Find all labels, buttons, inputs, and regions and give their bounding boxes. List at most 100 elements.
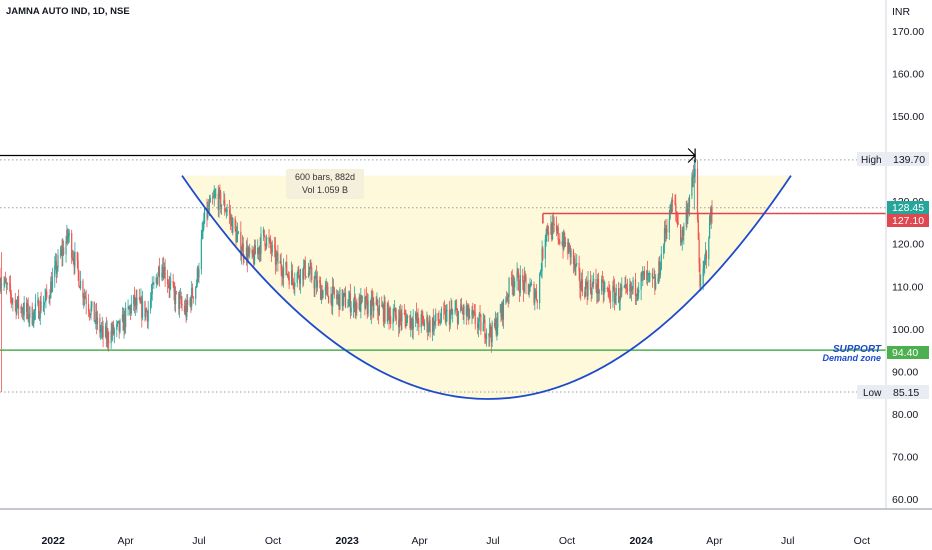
candle-body: [682, 229, 684, 236]
candle-body: [490, 334, 492, 343]
candle-body: [307, 273, 310, 277]
low-price-tag: Low 85.15: [857, 385, 929, 399]
candle-body: [626, 284, 628, 288]
candle-body: [631, 286, 633, 290]
candle-body: [50, 281, 53, 293]
candle-body: [5, 282, 8, 285]
candle-body: [299, 269, 302, 284]
candle-body: [113, 329, 115, 334]
candle-body: [625, 284, 627, 286]
x-tick-label: 2022: [41, 535, 65, 547]
candle-body: [46, 291, 48, 298]
candle-body: [166, 279, 169, 285]
candle-body: [275, 256, 277, 265]
candle-body: [302, 269, 304, 280]
candle-body: [62, 247, 64, 257]
candle-body: [517, 271, 519, 274]
candle-body: [123, 314, 125, 331]
candle-body: [231, 217, 233, 233]
candle-body: [112, 324, 114, 335]
candle-body: [677, 222, 679, 225]
candle-body: [249, 248, 251, 254]
candle-body: [381, 305, 383, 307]
candle-body: [533, 284, 535, 303]
candle-body: [512, 283, 514, 287]
candle-body: [692, 175, 694, 178]
candle-body: [429, 320, 431, 333]
candle-body: [573, 258, 575, 264]
candle-body: [325, 285, 327, 287]
candle-body: [344, 292, 347, 308]
candle-body: [665, 228, 667, 233]
candle-body: [642, 271, 645, 275]
candle-body: [365, 295, 368, 299]
candle-body: [378, 305, 380, 315]
candle-body: [343, 293, 345, 297]
candle-body: [152, 283, 154, 285]
candle-body: [669, 204, 671, 219]
candle-body: [702, 268, 704, 285]
candle-body: [296, 273, 298, 283]
candle-body: [497, 312, 499, 328]
candle-body: [268, 237, 270, 241]
candle-body: [293, 284, 295, 287]
candle-body: [230, 217, 232, 220]
candle-body: [383, 301, 385, 322]
rounding-bottom-curve: [181, 175, 792, 400]
candle-body: [28, 317, 30, 319]
candle-body: [140, 298, 142, 303]
candle-body: [392, 318, 394, 325]
candle-body: [597, 279, 600, 294]
candle-body: [180, 296, 182, 305]
candle-body: [314, 278, 316, 289]
candle-body: [145, 309, 148, 312]
candle-body: [105, 326, 107, 340]
candle-body: [71, 257, 74, 259]
candle-body: [455, 308, 457, 310]
candle-body: [218, 190, 220, 210]
candle-body: [555, 225, 558, 232]
candle-body: [130, 303, 132, 314]
candle-body: [253, 255, 255, 265]
candle-body: [88, 311, 91, 315]
candle-body: [14, 300, 16, 303]
candle-body: [167, 284, 169, 286]
candle-body: [254, 245, 256, 255]
candle-body: [545, 232, 547, 240]
candle-body: [519, 275, 521, 293]
lines-layer: [0, 148, 886, 400]
candle-body: [34, 303, 37, 311]
candle-body: [674, 201, 676, 204]
candle-body: [45, 291, 47, 298]
candle-body: [17, 296, 20, 310]
candle-body: [692, 175, 695, 178]
candle-body: [305, 276, 307, 278]
candle-body: [38, 317, 41, 319]
candle-body: [223, 200, 225, 205]
candle-body: [68, 232, 70, 235]
candle-body: [449, 312, 451, 325]
candle-body: [569, 245, 571, 257]
candle-body: [212, 197, 214, 199]
candle-body: [359, 297, 361, 312]
candle-body: [668, 218, 670, 233]
candle-body: [467, 305, 469, 312]
candle-body: [460, 304, 462, 312]
candle-body: [258, 246, 260, 254]
candle-body: [245, 247, 248, 259]
candle-body: [499, 311, 501, 313]
candle-body: [100, 330, 102, 333]
candle-body: [423, 323, 426, 326]
candle-body: [286, 262, 288, 275]
candle-body: [642, 274, 644, 276]
candle-body: [568, 243, 571, 246]
candle-body: [434, 320, 436, 322]
candle-body: [623, 286, 625, 288]
candle-body: [602, 281, 604, 295]
candle-body: [387, 303, 389, 311]
measure-bars-text: 600 bars, 882d: [295, 172, 355, 182]
candle-body: [257, 247, 260, 254]
candle-body: [435, 313, 437, 322]
